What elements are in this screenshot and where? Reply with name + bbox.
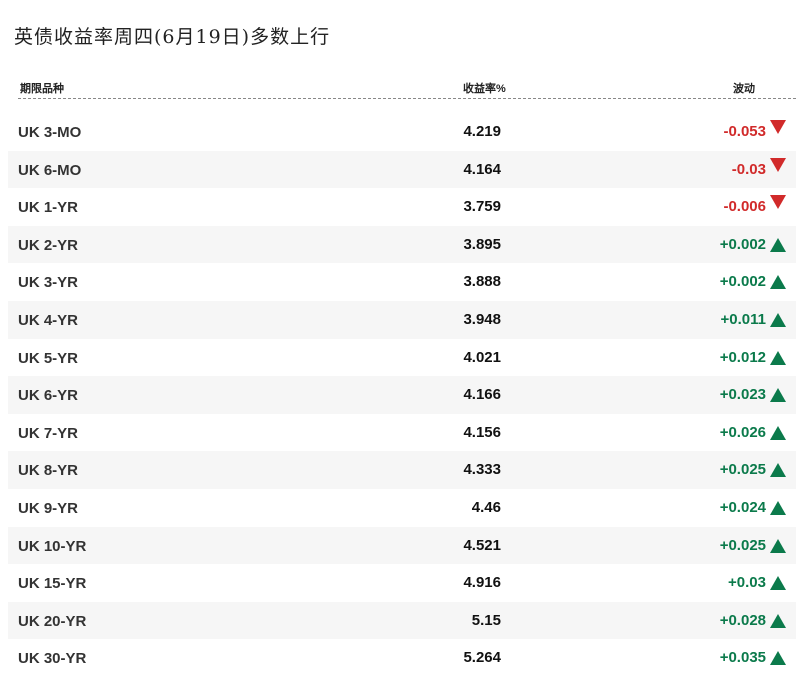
yield-value: 5.15	[471, 611, 501, 629]
table-row: UK 4-YR 3.948 +0.011	[8, 300, 796, 339]
page-title: 英债收益率周四(6月19日)多数上行	[14, 26, 331, 48]
yield-table: UK 3-MO 4.219 -0.053 UK 6-MO 4.164 -0.03…	[8, 113, 796, 677]
triangle-up-icon	[770, 538, 786, 553]
yield-value: 4.164	[463, 160, 501, 178]
term-name: UK 10-YR	[18, 537, 87, 555]
triangle-up-icon	[770, 275, 786, 290]
change-value: +0.024	[719, 498, 766, 516]
table-row: UK 20-YR 5.15 +0.028	[8, 601, 796, 640]
term-name: UK 9-YR	[18, 499, 79, 517]
yield-value: 4.021	[463, 348, 501, 366]
term-name: UK 2-YR	[18, 236, 79, 254]
yield-value: 3.948	[463, 310, 501, 328]
term-name: UK 1-YR	[18, 199, 79, 217]
triangle-up-icon	[770, 500, 786, 515]
header-yield: 收益率%	[463, 83, 506, 95]
triangle-down-icon	[770, 157, 786, 172]
yield-value: 5.264	[463, 649, 501, 667]
term-name: UK 3-MO	[18, 124, 82, 141]
term-name: UK 5-YR	[18, 349, 79, 367]
table-row: UK 1-YR 3.759 -0.006	[8, 188, 796, 226]
change-value: +0.011	[720, 310, 766, 328]
yield-value: 3.895	[463, 235, 501, 253]
yield-value: 4.46	[471, 498, 501, 516]
table-row: UK 3-MO 4.219 -0.053	[8, 113, 796, 151]
term-name: UK 8-YR	[18, 462, 79, 480]
table-row: UK 7-YR 4.156 +0.026	[8, 414, 796, 452]
yield-value: 3.759	[463, 198, 501, 216]
change-value: +0.025	[719, 536, 766, 554]
change-value: +0.03	[728, 574, 766, 592]
term-name: UK 6-YR	[18, 387, 79, 405]
triangle-up-icon	[770, 388, 786, 403]
triangle-up-icon	[770, 613, 786, 628]
yield-value: 4.166	[463, 386, 501, 404]
triangle-up-icon	[770, 312, 786, 327]
change-value: +0.025	[719, 461, 766, 479]
change-value: -0.053	[723, 123, 766, 140]
triangle-up-icon	[770, 576, 786, 591]
table-row: UK 6-MO 4.164 -0.03	[8, 150, 796, 189]
table-row: UK 3-YR 3.888 +0.002	[8, 263, 796, 301]
header-term: 期限品种	[20, 83, 64, 95]
triangle-up-icon	[770, 425, 786, 440]
table-row: UK 10-YR 4.521 +0.025	[8, 526, 796, 565]
triangle-up-icon	[770, 350, 786, 365]
triangle-up-icon	[770, 651, 786, 666]
table-header: 期限品种 收益率% 波动	[18, 78, 796, 99]
table-row: UK 8-YR 4.333 +0.025	[8, 451, 796, 489]
term-name: UK 20-YR	[18, 612, 87, 630]
triangle-down-icon	[770, 195, 786, 210]
term-name: UK 30-YR	[18, 650, 87, 668]
table-row: UK 15-YR 4.916 +0.03	[8, 564, 796, 602]
yield-value: 4.521	[463, 536, 501, 554]
yield-value: 4.916	[463, 574, 501, 592]
term-name: UK 15-YR	[18, 575, 87, 593]
table-row: UK 30-YR 5.264 +0.035	[8, 639, 796, 677]
header-change: 波动	[733, 83, 755, 95]
change-value: +0.012	[719, 348, 766, 366]
change-value: -0.006	[723, 198, 766, 216]
table-row: UK 9-YR 4.46 +0.024	[8, 489, 796, 527]
yield-value: 4.219	[463, 123, 501, 140]
change-value: +0.023	[719, 386, 766, 404]
change-value: +0.035	[719, 649, 766, 667]
yield-value: 3.888	[463, 273, 501, 291]
term-name: UK 7-YR	[18, 424, 79, 442]
change-value: -0.03	[731, 160, 766, 178]
triangle-down-icon	[770, 120, 786, 134]
change-value: +0.002	[719, 273, 766, 291]
change-value: +0.026	[719, 423, 766, 441]
triangle-up-icon	[770, 237, 786, 252]
table-row: UK 6-YR 4.166 +0.023	[8, 376, 796, 414]
triangle-up-icon	[770, 463, 786, 478]
yield-value: 4.333	[463, 461, 501, 479]
change-value: +0.028	[719, 611, 766, 629]
term-name: UK 3-YR	[18, 274, 79, 292]
term-name: UK 6-MO	[18, 161, 82, 179]
change-value: +0.002	[719, 235, 766, 253]
yield-value: 4.156	[463, 423, 501, 441]
term-name: UK 4-YR	[18, 311, 79, 329]
table-row: UK 2-YR 3.895 +0.002	[8, 225, 796, 264]
table-row: UK 5-YR 4.021 +0.012	[8, 339, 796, 377]
